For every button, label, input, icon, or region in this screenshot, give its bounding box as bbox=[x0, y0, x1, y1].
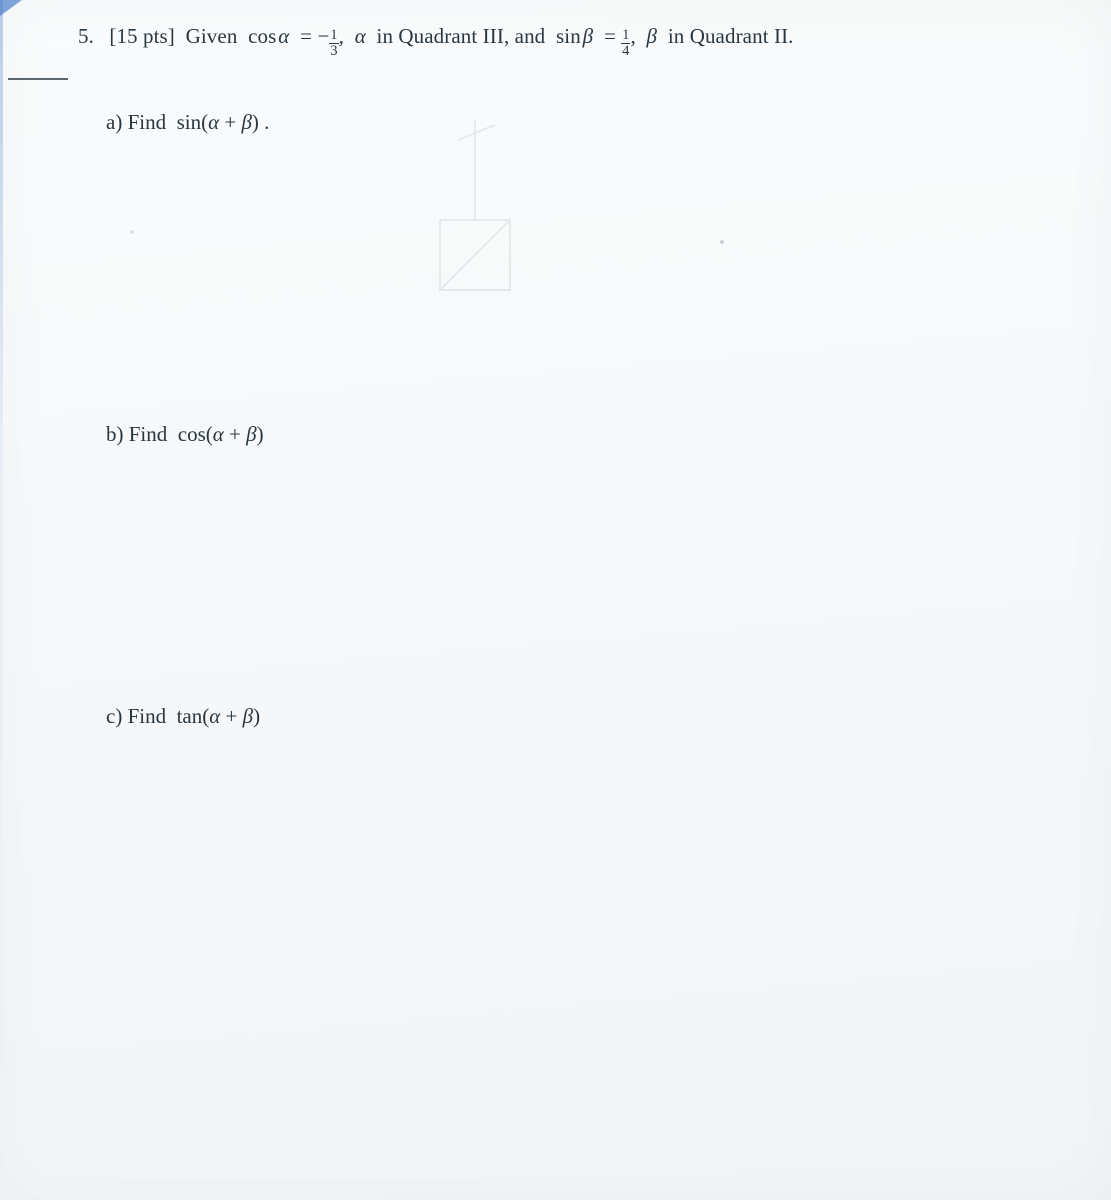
plus-sign-a: + bbox=[219, 110, 241, 134]
part-a-beta: β bbox=[241, 110, 251, 134]
cos-label: cos bbox=[248, 24, 276, 48]
part-c: c) Find tan(α + β) bbox=[106, 704, 260, 729]
scan-speck bbox=[720, 240, 724, 244]
sin-label: sin bbox=[556, 24, 581, 48]
beta-symbol-2: β bbox=[647, 24, 658, 48]
plus-sign-b: + bbox=[224, 422, 246, 446]
scanned-page: 5. [15 pts] Given cos α = −13, α in Quad… bbox=[0, 0, 1111, 1200]
cos-open: cos( bbox=[178, 422, 213, 446]
problem-content: 5. [15 pts] Given cos α = −13, α in Quad… bbox=[78, 24, 1051, 58]
part-c-beta: β bbox=[243, 704, 253, 728]
sin-close: ) . bbox=[252, 110, 270, 134]
frac13-denominator: 3 bbox=[329, 44, 338, 58]
scan-left-edge bbox=[0, 0, 3, 1200]
points-label: [15 pts] bbox=[109, 24, 175, 48]
comma-2: , bbox=[630, 24, 635, 48]
comma-1: , bbox=[339, 24, 344, 48]
scan-speck bbox=[130, 230, 134, 234]
part-c-label: c) Find bbox=[106, 704, 166, 728]
frac13-numerator: 1 bbox=[329, 28, 338, 43]
margin-rule bbox=[8, 78, 68, 80]
tan-close: ) bbox=[253, 704, 260, 728]
part-a-label: a) Find bbox=[106, 110, 166, 134]
scan-corner-triangle bbox=[0, 0, 22, 16]
plus-sign-c: + bbox=[220, 704, 242, 728]
given-word: Given bbox=[186, 24, 238, 48]
part-b-expression: cos(α + β) bbox=[178, 422, 264, 446]
cos-close: ) bbox=[257, 422, 264, 446]
part-a: a) Find sin(α + β) . bbox=[106, 110, 269, 135]
alpha-symbol: α bbox=[278, 24, 289, 48]
erased-pencil-sketch bbox=[400, 110, 550, 320]
part-b-beta: β bbox=[246, 422, 256, 446]
tan-open: tan( bbox=[177, 704, 210, 728]
fraction-one-third: 13 bbox=[329, 28, 338, 58]
part-c-expression: tan(α + β) bbox=[177, 704, 261, 728]
negative-sign: − bbox=[317, 24, 329, 48]
beta-quadrant-text: in Quadrant II. bbox=[668, 24, 794, 48]
part-a-expression: sin(α + β) . bbox=[177, 110, 270, 134]
beta-symbol: β bbox=[583, 24, 594, 48]
problem-statement: 5. [15 pts] Given cos α = −13, α in Quad… bbox=[78, 24, 1051, 58]
alpha-quadrant-text: in Quadrant III, and bbox=[377, 24, 546, 48]
part-b-label: b) Find bbox=[106, 422, 167, 446]
part-b-alpha: α bbox=[213, 422, 224, 446]
sin-open: sin( bbox=[177, 110, 209, 134]
equals-sign-1: = bbox=[300, 24, 312, 48]
equals-sign-2: = bbox=[604, 24, 616, 48]
part-a-alpha: α bbox=[208, 110, 219, 134]
part-c-alpha: α bbox=[209, 704, 220, 728]
alpha-symbol-2: α bbox=[355, 24, 366, 48]
part-b: b) Find cos(α + β) bbox=[106, 422, 264, 447]
problem-number: 5. bbox=[78, 24, 104, 49]
